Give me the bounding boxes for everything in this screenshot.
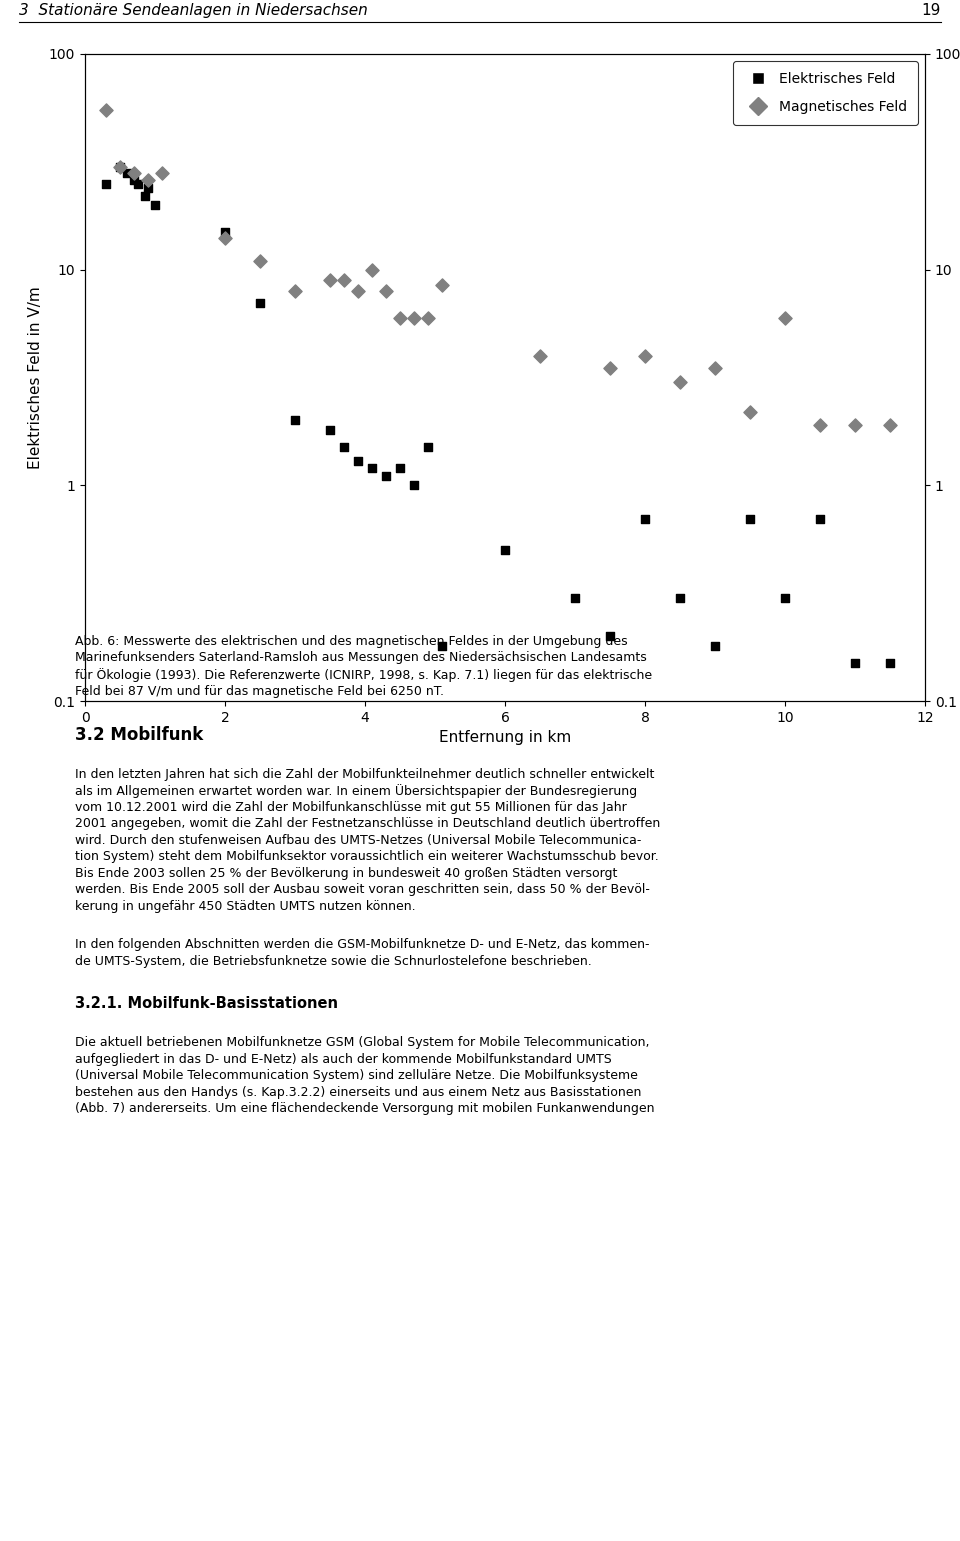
Point [98,171,113,196]
Point [350,448,366,473]
Point [434,633,449,658]
Point [217,227,232,251]
Point [323,267,338,291]
Text: Feld bei 87 V/m und für das magnetische Feld bei 6250 nT.: Feld bei 87 V/m und für das magnetische … [75,684,444,698]
Point [778,305,793,330]
Point [848,650,863,675]
Point [112,154,128,179]
Point [434,273,449,297]
Point [637,344,653,368]
Point [98,97,113,122]
Point [217,219,232,243]
Point [742,507,757,532]
Point [708,633,723,658]
Point [567,586,583,610]
Point [708,356,723,381]
Point [252,291,268,316]
Text: 3  Stationäre Sendeanlagen in Niedersachsen: 3 Stationäre Sendeanlagen in Niedersachs… [19,3,368,18]
Text: als im Allgemeinen erwartet worden war. In einem Übersichtspapier der Bundesregi: als im Allgemeinen erwartet worden war. … [75,784,637,798]
Point [637,507,653,532]
Point [127,168,142,193]
Point [336,267,351,291]
Text: wird. Durch den stufenweisen Aufbau des UMTS-Netzes (Universal Mobile Telecommun: wird. Durch den stufenweisen Aufbau des … [75,834,641,848]
Point [112,154,128,179]
Point [378,464,394,488]
Point [602,624,617,649]
Point [140,176,156,200]
Point [393,456,408,481]
Point [350,279,366,304]
Text: für Ökologie (1993). Die Referenzwerte (ICNIRP, 1998, s. Kap. 7.1) liegen für da: für Ökologie (1993). Die Referenzwerte (… [75,667,652,683]
Text: 3.2 Mobilfunk: 3.2 Mobilfunk [75,726,204,744]
Text: kerung in ungefähr 450 Städten UMTS nutzen können.: kerung in ungefähr 450 Städten UMTS nutz… [75,900,416,912]
Point [848,413,863,438]
Point [119,160,134,185]
Text: In den letzten Jahren hat sich die Zahl der Mobilfunkteilnehmer deutlich schnell: In den letzten Jahren hat sich die Zahl … [75,767,655,781]
Point [127,160,142,185]
Point [420,435,436,459]
Point [378,279,394,304]
Text: Bis Ende 2003 sollen 25 % der Bevölkerung in bundesweit 40 großen Städten versor: Bis Ende 2003 sollen 25 % der Bevölkerun… [75,868,617,880]
Text: 3.2.1. Mobilfunk-Basisstationen: 3.2.1. Mobilfunk-Basisstationen [75,997,338,1011]
Point [778,586,793,610]
Point [336,435,351,459]
Point [406,305,421,330]
Y-axis label: Elektrisches Feld in V/m: Elektrisches Feld in V/m [29,287,43,468]
Legend: Elektrisches Feld, Magnetisches Feld: Elektrisches Feld, Magnetisches Feld [733,62,918,125]
Text: de UMTS-System, die Betriebsfunknetze sowie die Schnurlostelefone beschrieben.: de UMTS-System, die Betriebsfunknetze so… [75,955,591,968]
Point [812,507,828,532]
Point [393,305,408,330]
Point [812,413,828,438]
Text: 2001 angegeben, womit die Zahl der Festnetzanschlüsse in Deutschland deutlich üb: 2001 angegeben, womit die Zahl der Festn… [75,817,660,831]
Point [252,248,268,273]
Point [323,418,338,442]
Point [155,160,170,185]
Point [130,171,145,196]
Text: 19: 19 [922,3,941,18]
Point [672,586,687,610]
Point [532,344,547,368]
Text: vom 10.12.2001 wird die Zahl der Mobilfunkanschlüsse mit gut 55 Millionen für da: vom 10.12.2001 wird die Zahl der Mobilfu… [75,801,627,814]
Point [882,650,898,675]
Point [365,456,380,481]
X-axis label: Entfernung in km: Entfernung in km [439,730,571,746]
Point [287,279,302,304]
Point [140,168,156,193]
Point [672,370,687,394]
Point [882,413,898,438]
Text: werden. Bis Ende 2005 soll der Ausbau soweit voran geschritten sein, dass 50 % d: werden. Bis Ende 2005 soll der Ausbau so… [75,883,650,897]
Point [365,257,380,282]
Point [147,193,162,217]
Text: (Abb. 7) andererseits. Um eine flächendeckende Versorgung mit mobilen Funkanwend: (Abb. 7) andererseits. Um eine flächende… [75,1102,655,1116]
Text: (Universal Mobile Telecommunication System) sind zelluläre Netze. Die Mobilfunks: (Universal Mobile Telecommunication Syst… [75,1069,637,1082]
Point [602,356,617,381]
Point [137,183,153,208]
Text: Die aktuell betriebenen Mobilfunknetze GSM (Global System for Mobile Telecommuni: Die aktuell betriebenen Mobilfunknetze G… [75,1037,650,1049]
Text: bestehen aus den Handys (s. Kap.3.2.2) einerseits und aus einem Netz aus Basisst: bestehen aus den Handys (s. Kap.3.2.2) e… [75,1086,641,1099]
Text: In den folgenden Abschnitten werden die GSM-Mobilfunknetze D- und E-Netz, das ko: In den folgenden Abschnitten werden die … [75,938,650,951]
Point [287,408,302,433]
Point [742,399,757,424]
Text: Marinefunksenders Saterland-Ramsloh aus Messungen des Niedersächsischen Landesam: Marinefunksenders Saterland-Ramsloh aus … [75,652,647,664]
Text: aufgegliedert in das D- und E-Netz) als auch der kommende Mobilfunkstandard UMTS: aufgegliedert in das D- und E-Netz) als … [75,1053,612,1066]
Point [420,305,436,330]
Point [497,538,513,562]
Text: Abb. 6: Messwerte des elektrischen und des magnetischen Feldes in der Umgebung d: Abb. 6: Messwerte des elektrischen und d… [75,635,628,649]
Text: tion System) steht dem Mobilfunksektor voraussichtlich ein weiterer Wachstumssch: tion System) steht dem Mobilfunksektor v… [75,851,659,863]
Point [406,473,421,498]
